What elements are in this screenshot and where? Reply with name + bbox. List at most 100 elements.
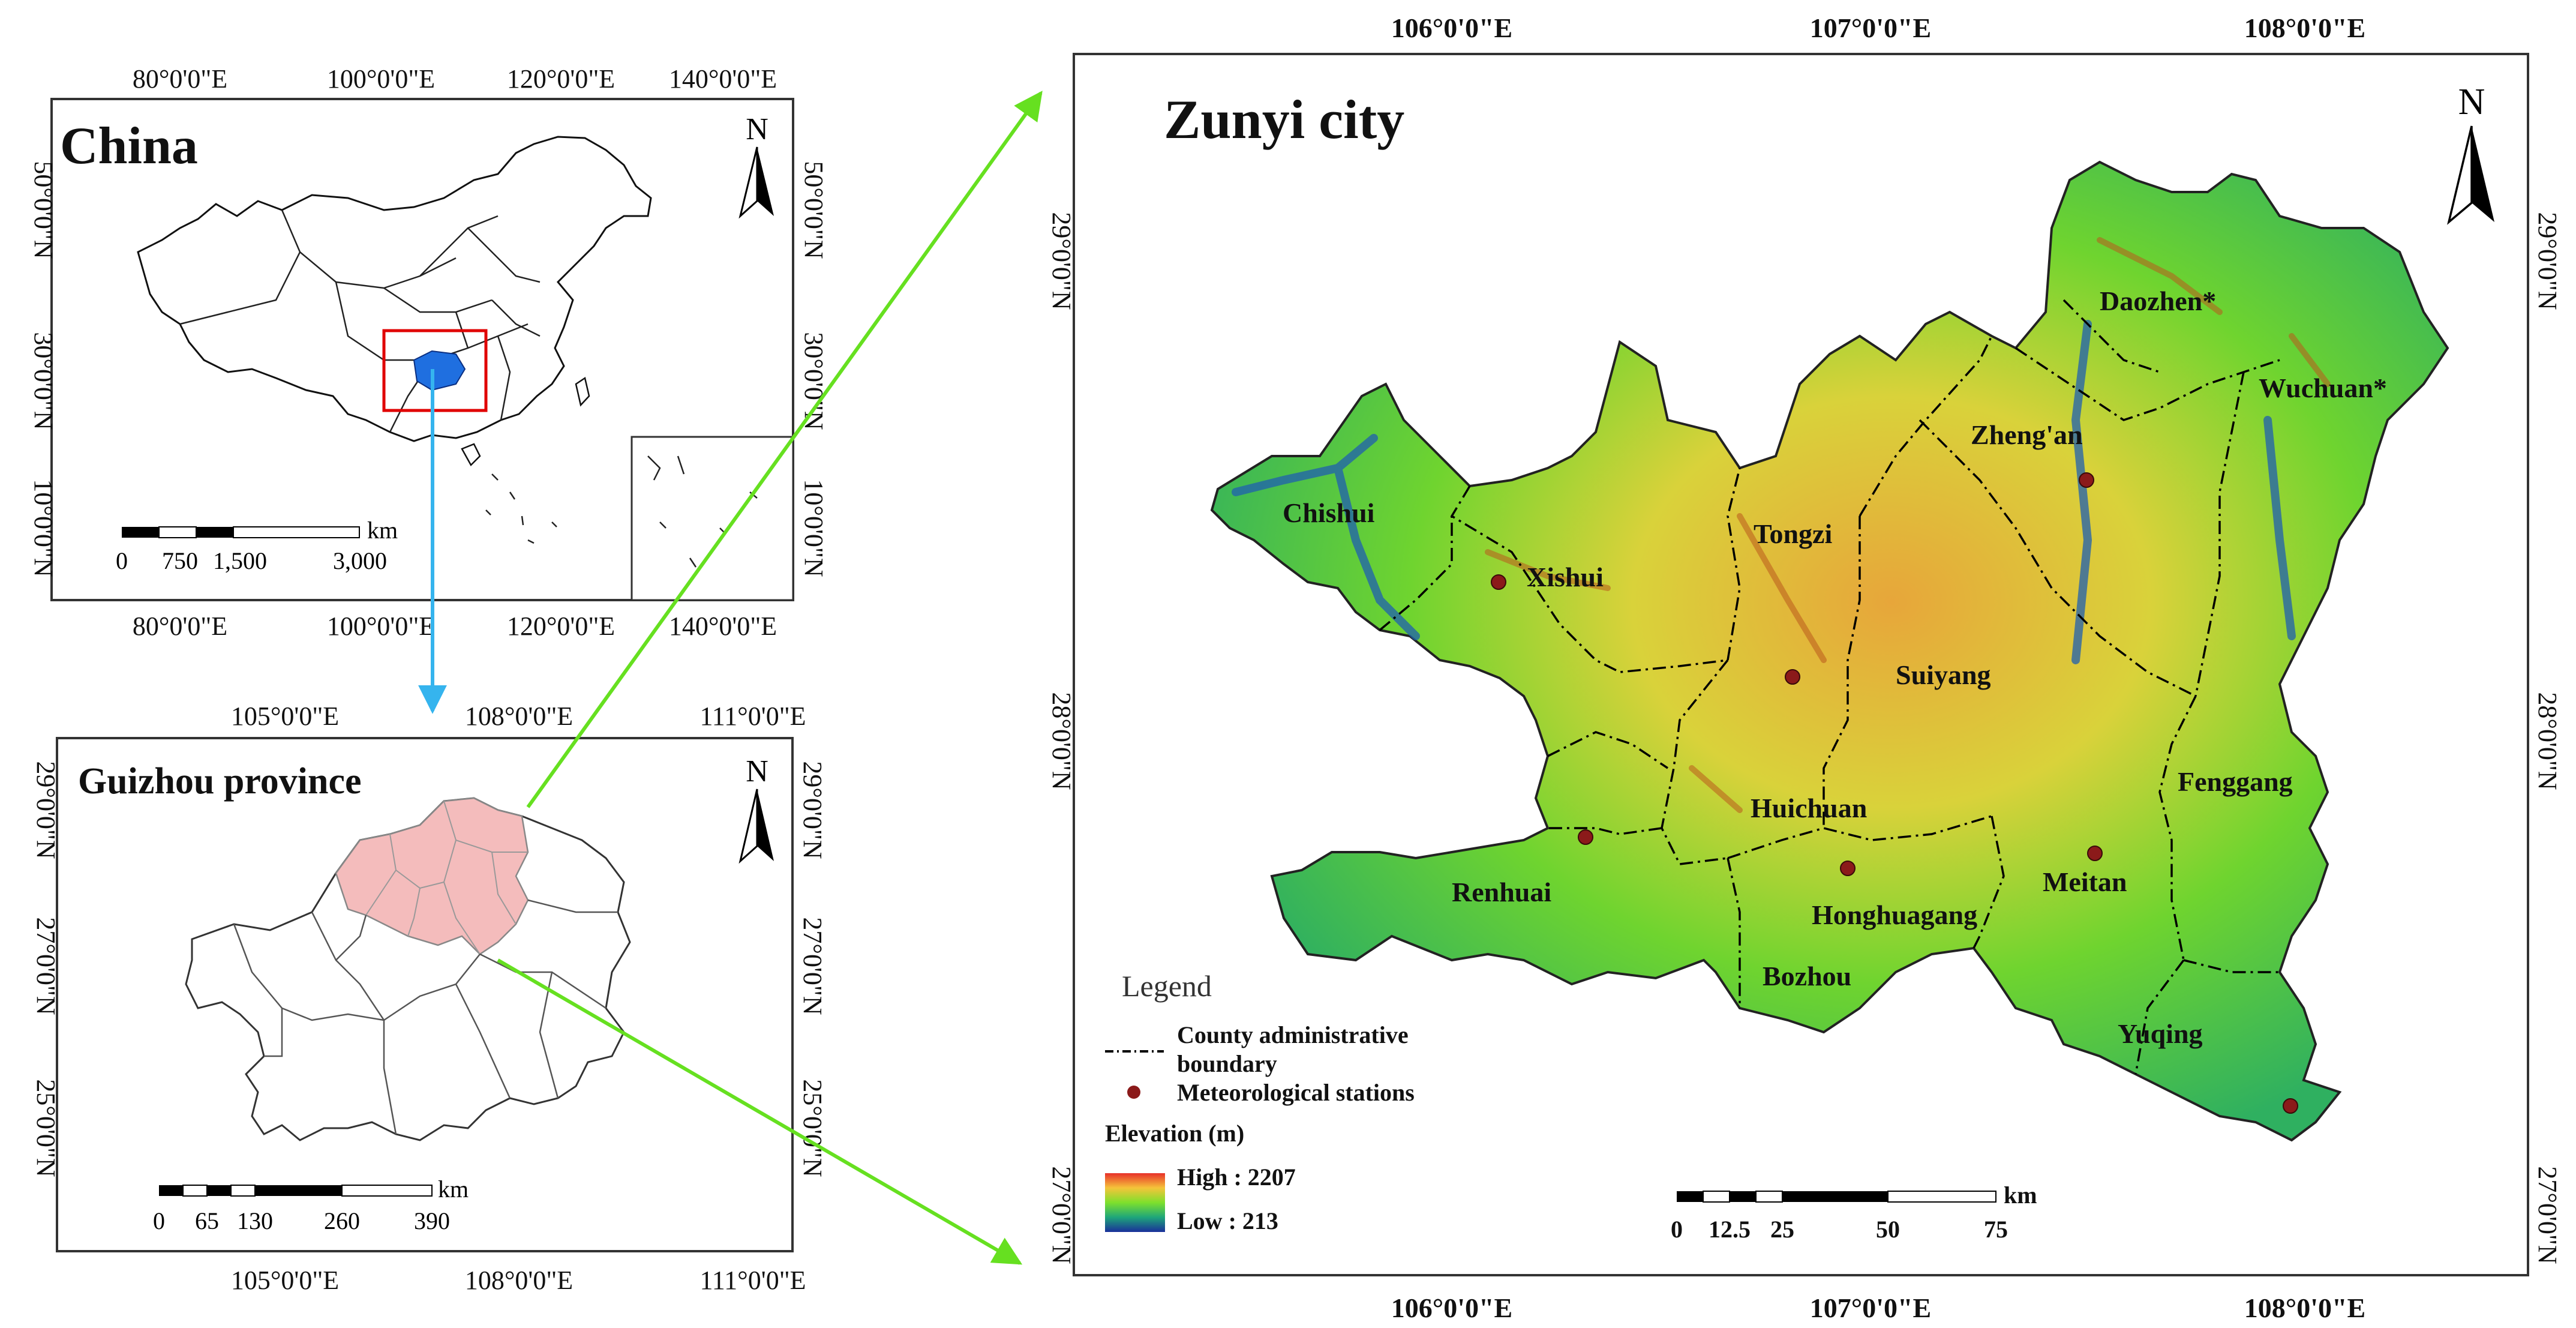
zunyi-scale-label: 12.5 xyxy=(1709,1216,1751,1243)
china-bottom-tick: 120°0'0"E xyxy=(507,611,615,641)
guizhou-scale-bar: km 0 65 130 260 390 xyxy=(153,1176,469,1234)
county-labels: Daozhen* Wuchuan* Zheng'an Chishui Tongz… xyxy=(1283,286,2387,1049)
zunyi-left-tick: 27°0'0"N xyxy=(1047,1166,1076,1264)
guizhou-top-tick: 111°0'0"E xyxy=(699,702,806,731)
meteorological-stations xyxy=(1491,472,2298,1114)
county-label-bozhou: Bozhou xyxy=(1763,961,1851,991)
china-top-tick: 120°0'0"E xyxy=(507,64,615,94)
legend-boundary-label: County administrative xyxy=(1177,1021,1409,1048)
county-label-wuchuan: Wuchuan* xyxy=(2259,373,2387,403)
zunyi-bottom-tick: 106°0'0"E xyxy=(1391,1293,1512,1323)
legend-boundary-label-2: boundary xyxy=(1177,1050,1277,1077)
legend: Legend County administrative boundary Me… xyxy=(1105,969,1415,1234)
china-scale-bar: km 0 750 1,500 3,000 xyxy=(116,517,398,574)
china-scale-label: 0 xyxy=(116,547,128,574)
guizhou-scale-label: 260 xyxy=(324,1207,360,1234)
station-marker xyxy=(1578,829,1593,845)
station-marker xyxy=(1785,669,1800,685)
south-china-sea-inset xyxy=(631,436,794,601)
zunyi-scale-label: 25 xyxy=(1770,1216,1794,1243)
guizhou-bottom-tick: 111°0'0"E xyxy=(699,1266,806,1295)
zunyi-scale-unit: km xyxy=(2004,1182,2037,1209)
county-label-suiyang: Suiyang xyxy=(1896,659,1991,690)
china-right-tick: 50°0'0"N xyxy=(799,161,828,259)
zunyi-north-arrow: N xyxy=(2447,82,2494,225)
zunyi-left-tick: 29°0'0"N xyxy=(1047,212,1076,310)
river-valleys xyxy=(1232,320,2296,664)
zunyi-county-lines-small xyxy=(365,801,528,955)
china-bottom-tick: 80°0'0"E xyxy=(133,611,227,641)
guizhou-highlight xyxy=(413,350,466,391)
guizhou-bottom-tick: 105°0'0"E xyxy=(231,1266,339,1295)
china-right-tick: 30°0'0"N xyxy=(799,332,828,430)
zunyi-top-tick: 108°0'0"E xyxy=(2244,13,2365,43)
zunyi-north-label: N xyxy=(2458,82,2485,122)
guizhou-top-tick: 105°0'0"E xyxy=(231,702,339,731)
guizhou-to-zunyi-arrow-top xyxy=(526,91,1043,808)
china-panel: 80°0'0"E 100°0'0"E 120°0'0"E 140°0'0"E 8… xyxy=(29,64,828,641)
china-north-label: N xyxy=(746,112,768,146)
legend-elevation-high: High : 2207 xyxy=(1177,1164,1296,1191)
guizhou-right-tick: 29°0'0"N xyxy=(798,761,827,859)
china-right-tick: 10°0'0"N xyxy=(799,479,828,577)
county-label-honghuagang: Honghuagang xyxy=(1812,900,1977,930)
china-bottom-tick: 140°0'0"E xyxy=(669,611,777,641)
county-label-tongzi: Tongzi xyxy=(1754,518,1832,549)
china-north-arrow: N xyxy=(738,112,774,219)
legend-station-label: Meteorological stations xyxy=(1177,1079,1415,1106)
china-top-tick: 80°0'0"E xyxy=(133,64,227,94)
guizhou-left-tick: 27°0'0"N xyxy=(31,917,61,1015)
inset-marks xyxy=(647,455,758,568)
zunyi-right-tick: 28°0'0"N xyxy=(2533,692,2562,790)
guizhou-scale-unit: km xyxy=(438,1176,469,1203)
china-left-tick: 30°0'0"N xyxy=(29,332,58,430)
zunyi-elevation-map xyxy=(1210,160,2449,1142)
station-marker xyxy=(2283,1098,2298,1114)
guizhou-scale-label: 0 xyxy=(153,1207,165,1234)
guizhou-scale-label: 390 xyxy=(414,1207,450,1234)
zunyi-panel: 106°0'0"E 107°0'0"E 108°0'0"E 106°0'0"E … xyxy=(1047,13,2562,1323)
guizhou-right-tick: 25°0'0"N xyxy=(798,1079,827,1177)
zunyi-scale-bar: km 0 12.5 25 50 75 xyxy=(1671,1182,2037,1243)
guizhou-locator-box xyxy=(382,329,488,412)
zunyi-scale-label: 50 xyxy=(1876,1216,1900,1243)
county-label-huichuan: Huichuan xyxy=(1751,793,1867,823)
hainan-island xyxy=(461,443,481,467)
legend-elevation-ramp xyxy=(1105,1173,1165,1232)
guizhou-left-tick: 29°0'0"N xyxy=(31,761,61,859)
county-label-chishui: Chishui xyxy=(1283,497,1375,528)
guizhou-left-tick: 25°0'0"N xyxy=(31,1079,61,1177)
zunyi-right-tick: 29°0'0"N xyxy=(2533,212,2562,310)
county-label-meitan: Meitan xyxy=(2043,867,2127,897)
guizhou-to-zunyi-arrow-bottom xyxy=(497,958,1023,1265)
zunyi-scale-label: 75 xyxy=(1984,1216,2008,1243)
county-label-daozhen: Daozhen* xyxy=(2100,286,2216,316)
legend-elevation-low: Low : 213 xyxy=(1177,1207,1278,1234)
china-left-tick: 10°0'0"N xyxy=(29,479,58,577)
legend-station-marker xyxy=(1127,1086,1140,1099)
china-province-lines xyxy=(179,209,541,433)
station-marker xyxy=(1491,574,1506,590)
china-scale-label: 1,500 xyxy=(213,547,267,574)
china-top-tick: 100°0'0"E xyxy=(327,64,435,94)
legend-title: Legend xyxy=(1122,969,1212,1003)
county-label-renhuai: Renhuai xyxy=(1452,877,1551,907)
china-title: China xyxy=(60,117,198,175)
china-left-tick: 50°0'0"N xyxy=(29,161,58,259)
station-marker xyxy=(2079,472,2094,488)
guizhou-prefecture-lines xyxy=(233,899,618,1135)
guizhou-north-arrow: N xyxy=(738,754,774,864)
china-bottom-tick: 100°0'0"E xyxy=(327,611,435,641)
guizhou-scale-label: 130 xyxy=(237,1207,273,1234)
guizhou-north-label: N xyxy=(746,754,768,789)
china-scale-unit: km xyxy=(367,517,398,544)
guizhou-bottom-tick: 108°0'0"E xyxy=(465,1266,573,1295)
guizhou-panel: 105°0'0"E 108°0'0"E 111°0'0"E 105°0'0"E … xyxy=(31,702,827,1295)
guizhou-scale-label: 65 xyxy=(195,1207,219,1234)
zunyi-bottom-tick: 108°0'0"E xyxy=(2244,1293,2365,1323)
county-label-yuqing: Yuqing xyxy=(2118,1018,2203,1049)
zunyi-scale-label: 0 xyxy=(1671,1216,1683,1243)
china-top-tick: 140°0'0"E xyxy=(669,64,777,94)
guizhou-top-tick: 108°0'0"E xyxy=(465,702,573,731)
